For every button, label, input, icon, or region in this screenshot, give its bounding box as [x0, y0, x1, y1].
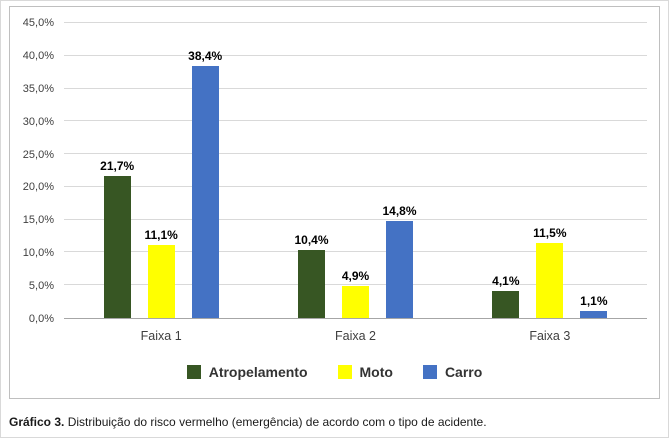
gridline: [64, 22, 647, 23]
bar-groups: 21,7% 11,1% 38,4% 10,4% 4,9% 14,8% 4,1% 11,5% 1,…: [64, 23, 647, 318]
y-tick-label: 20,0%: [22, 181, 54, 194]
bar-carro: [580, 310, 608, 318]
legend-swatch-icon: [337, 365, 352, 379]
legend-swatch-icon: [186, 365, 201, 379]
gridline: [64, 54, 647, 56]
x-tick-label: Faixa 1: [140, 329, 182, 343]
legend-label: Carro: [444, 364, 483, 380]
y-tick-label: 35,0%: [22, 82, 54, 95]
caption: Gráfico 3. Distribuição do risco vermelh…: [9, 415, 487, 429]
legend-item-moto: Moto: [337, 364, 393, 380]
bar-carro: [191, 66, 219, 318]
legend-swatch-icon: [422, 365, 437, 379]
bar-value-label: 11,1%: [144, 228, 178, 243]
bar-wrap: 14,8%: [382, 23, 417, 318]
gridline: [64, 120, 647, 122]
y-tick-label: 45,0%: [22, 17, 54, 29]
bar-moto: [147, 245, 175, 318]
y-tick-label: 5,0%: [28, 280, 54, 293]
legend: Atropelamento Moto Carro: [10, 364, 659, 380]
bar-group-faixa-1: 21,7% 11,1% 38,4%: [64, 23, 258, 318]
bar-moto: [536, 242, 564, 318]
gridlines: [64, 22, 647, 318]
caption-title: Gráfico 3.: [9, 415, 65, 429]
gridline: [64, 185, 647, 187]
y-tick-label: 15,0%: [22, 214, 54, 227]
bar-carro: [385, 220, 413, 318]
y-tick-label: 0,0%: [28, 313, 54, 325]
bar-atropelamento: [492, 291, 520, 318]
bar-value-label: 1,1%: [580, 293, 608, 308]
legend-label: Atropelamento: [208, 364, 308, 380]
bar-value-label: 10,4%: [294, 232, 329, 247]
bar-value-label: 21,7%: [100, 158, 135, 173]
y-tick-label: 40,0%: [22, 49, 54, 62]
bar-moto: [341, 285, 369, 318]
x-tick-label: Faixa 2: [334, 329, 376, 343]
bar-wrap: 21,7%: [100, 23, 134, 318]
caption-text: Distribuição do risco vermelho (emergênc…: [64, 415, 487, 429]
legend-item-atropelamento: Atropelamento: [186, 364, 308, 380]
x-axis: Faixa 1 Faixa 2 Faixa 3: [64, 329, 647, 343]
bar-value-label: 38,4%: [188, 49, 223, 64]
bar-group-faixa-2: 10,4% 4,9% 14,8%: [258, 23, 452, 318]
bar-wrap: 4,1%: [492, 23, 520, 318]
gridline: [64, 218, 647, 220]
bar-value-label: 4,1%: [492, 274, 520, 289]
legend-label: Moto: [359, 364, 393, 380]
gridline: [64, 251, 647, 253]
bar-value-label: 4,9%: [341, 268, 370, 283]
bar-wrap: 11,5%: [533, 23, 567, 318]
y-axis: 0,0% 5,0% 10,0% 15,0% 20,0% 25,0% 30,0% 35,0% 40…: [10, 17, 58, 325]
bar-wrap: 38,4%: [188, 23, 222, 318]
bar-group-faixa-3: 4,1% 11,5% 1,1%: [453, 23, 647, 318]
gridline: [64, 87, 647, 89]
bar-atropelamento: [103, 175, 131, 318]
bar-wrap: 1,1%: [580, 23, 608, 318]
bar-wrap: 10,4%: [294, 23, 329, 318]
x-tick-label: Faixa 3: [529, 329, 571, 343]
bar-value-label: 14,8%: [382, 203, 417, 218]
bar-value-label: 11,5%: [533, 225, 567, 240]
plot-area: 21,7% 11,1% 38,4% 10,4% 4,9% 14,8% 4,1% 11,5% 1,…: [64, 22, 647, 319]
bar-wrap: 11,1%: [144, 23, 178, 318]
legend-item-carro: Carro: [422, 364, 483, 380]
bar-wrap: 4,9%: [342, 23, 369, 318]
y-tick-label: 30,0%: [22, 115, 54, 128]
chart: 0,0% 5,0% 10,0% 15,0% 20,0% 25,0% 30,0% 35,0% 40…: [9, 6, 660, 399]
y-tick-label: 10,0%: [22, 247, 54, 260]
gridline: [64, 153, 647, 155]
bar-atropelamento: [297, 249, 325, 318]
y-tick-label: 25,0%: [22, 148, 54, 161]
gridline: [64, 284, 647, 286]
